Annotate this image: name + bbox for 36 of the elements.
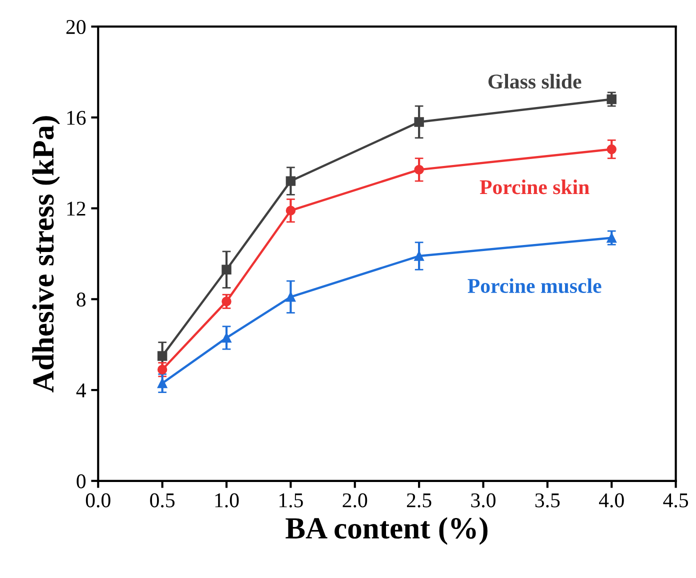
point bbox=[606, 144, 616, 154]
point bbox=[414, 251, 424, 261]
x-tick-label: 2.5 bbox=[406, 493, 432, 508]
series-label: Glass slide bbox=[488, 74, 582, 89]
point bbox=[286, 206, 296, 216]
y-tick-label: 0 bbox=[76, 474, 86, 488]
point bbox=[157, 364, 168, 374]
x-tick-label: 0.0 bbox=[86, 493, 110, 508]
y-tick-label: 4 bbox=[76, 384, 86, 398]
series-label: Porcine skin bbox=[480, 180, 590, 194]
x-tick-label: 4.5 bbox=[663, 493, 688, 508]
point bbox=[606, 94, 616, 104]
y-tick-label: 20 bbox=[66, 20, 86, 34]
point bbox=[222, 332, 232, 343]
y-axis-title: Adhesive stress (kPa) bbox=[32, 116, 60, 392]
x-tick-label: 0.5 bbox=[150, 493, 175, 508]
point bbox=[414, 164, 424, 175]
point bbox=[157, 351, 168, 361]
y-tick-label: 12 bbox=[67, 202, 86, 216]
x-tick-label: 3.5 bbox=[535, 493, 560, 508]
x-tick-label: 4.0 bbox=[599, 493, 624, 508]
series-label: Porcine muscle bbox=[468, 278, 602, 294]
point bbox=[606, 232, 616, 243]
point bbox=[222, 296, 232, 306]
point bbox=[414, 117, 424, 127]
y-tick-label: 8 bbox=[76, 292, 86, 307]
point bbox=[286, 176, 296, 186]
x-axis-title: BA content (%) bbox=[286, 517, 488, 545]
x-tick-label: 1.0 bbox=[215, 493, 239, 508]
point bbox=[222, 264, 232, 275]
y-tick-label: 16 bbox=[67, 110, 86, 125]
point bbox=[157, 378, 168, 388]
x-tick-label: 3.0 bbox=[471, 493, 496, 508]
x-tick-label: 2.0 bbox=[342, 493, 368, 508]
x-tick-label: 1.5 bbox=[280, 493, 303, 508]
point bbox=[286, 292, 296, 302]
